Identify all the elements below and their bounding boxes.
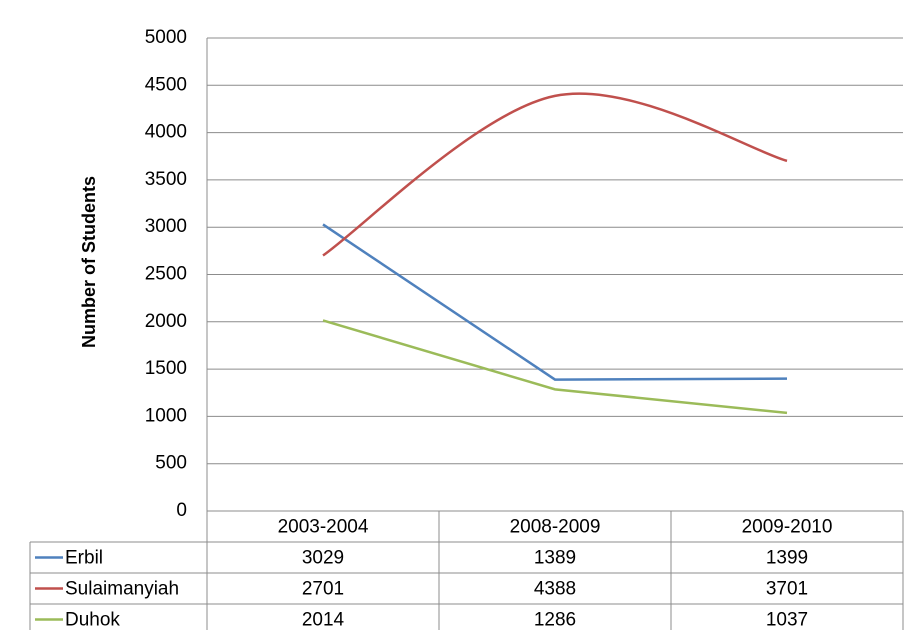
x-tick-label: 2009-2010	[742, 517, 833, 538]
legend-label: Duhok	[65, 610, 120, 630]
y-tick-label: 3000	[145, 216, 187, 237]
table-value: 4388	[534, 579, 576, 600]
y-tick-label: 2500	[145, 264, 187, 285]
table-value: 2014	[302, 610, 345, 630]
y-tick-label: 4000	[145, 122, 187, 143]
y-tick-label: 0	[176, 500, 187, 521]
table-value: 3701	[766, 579, 808, 600]
table-value: 2701	[302, 579, 344, 600]
series-line	[322, 319, 788, 415]
y-tick-label: 2000	[145, 311, 187, 332]
table-value: 1037	[766, 610, 808, 630]
table-value: 1399	[766, 548, 808, 569]
table-value: 1286	[534, 610, 576, 630]
y-tick-label: 1500	[145, 358, 187, 379]
y-tick-label: 5000	[145, 27, 187, 48]
table-value: 1389	[534, 548, 576, 569]
x-tick-label: 2008-2009	[510, 517, 601, 538]
series-line	[322, 92, 788, 257]
y-tick-label: 1000	[145, 405, 187, 426]
y-tick-label: 500	[155, 453, 187, 474]
y-tick-label: 3500	[145, 169, 187, 190]
y-tick-label: 4500	[145, 74, 187, 95]
legend-label: Erbil	[65, 548, 103, 569]
table-value: 3029	[302, 548, 344, 569]
legend-label: Sulaimanyiah	[65, 579, 179, 600]
y-axis-label: Number of Students	[79, 176, 99, 348]
x-tick-label: 2003-2004	[278, 517, 369, 538]
series-line	[322, 223, 788, 381]
